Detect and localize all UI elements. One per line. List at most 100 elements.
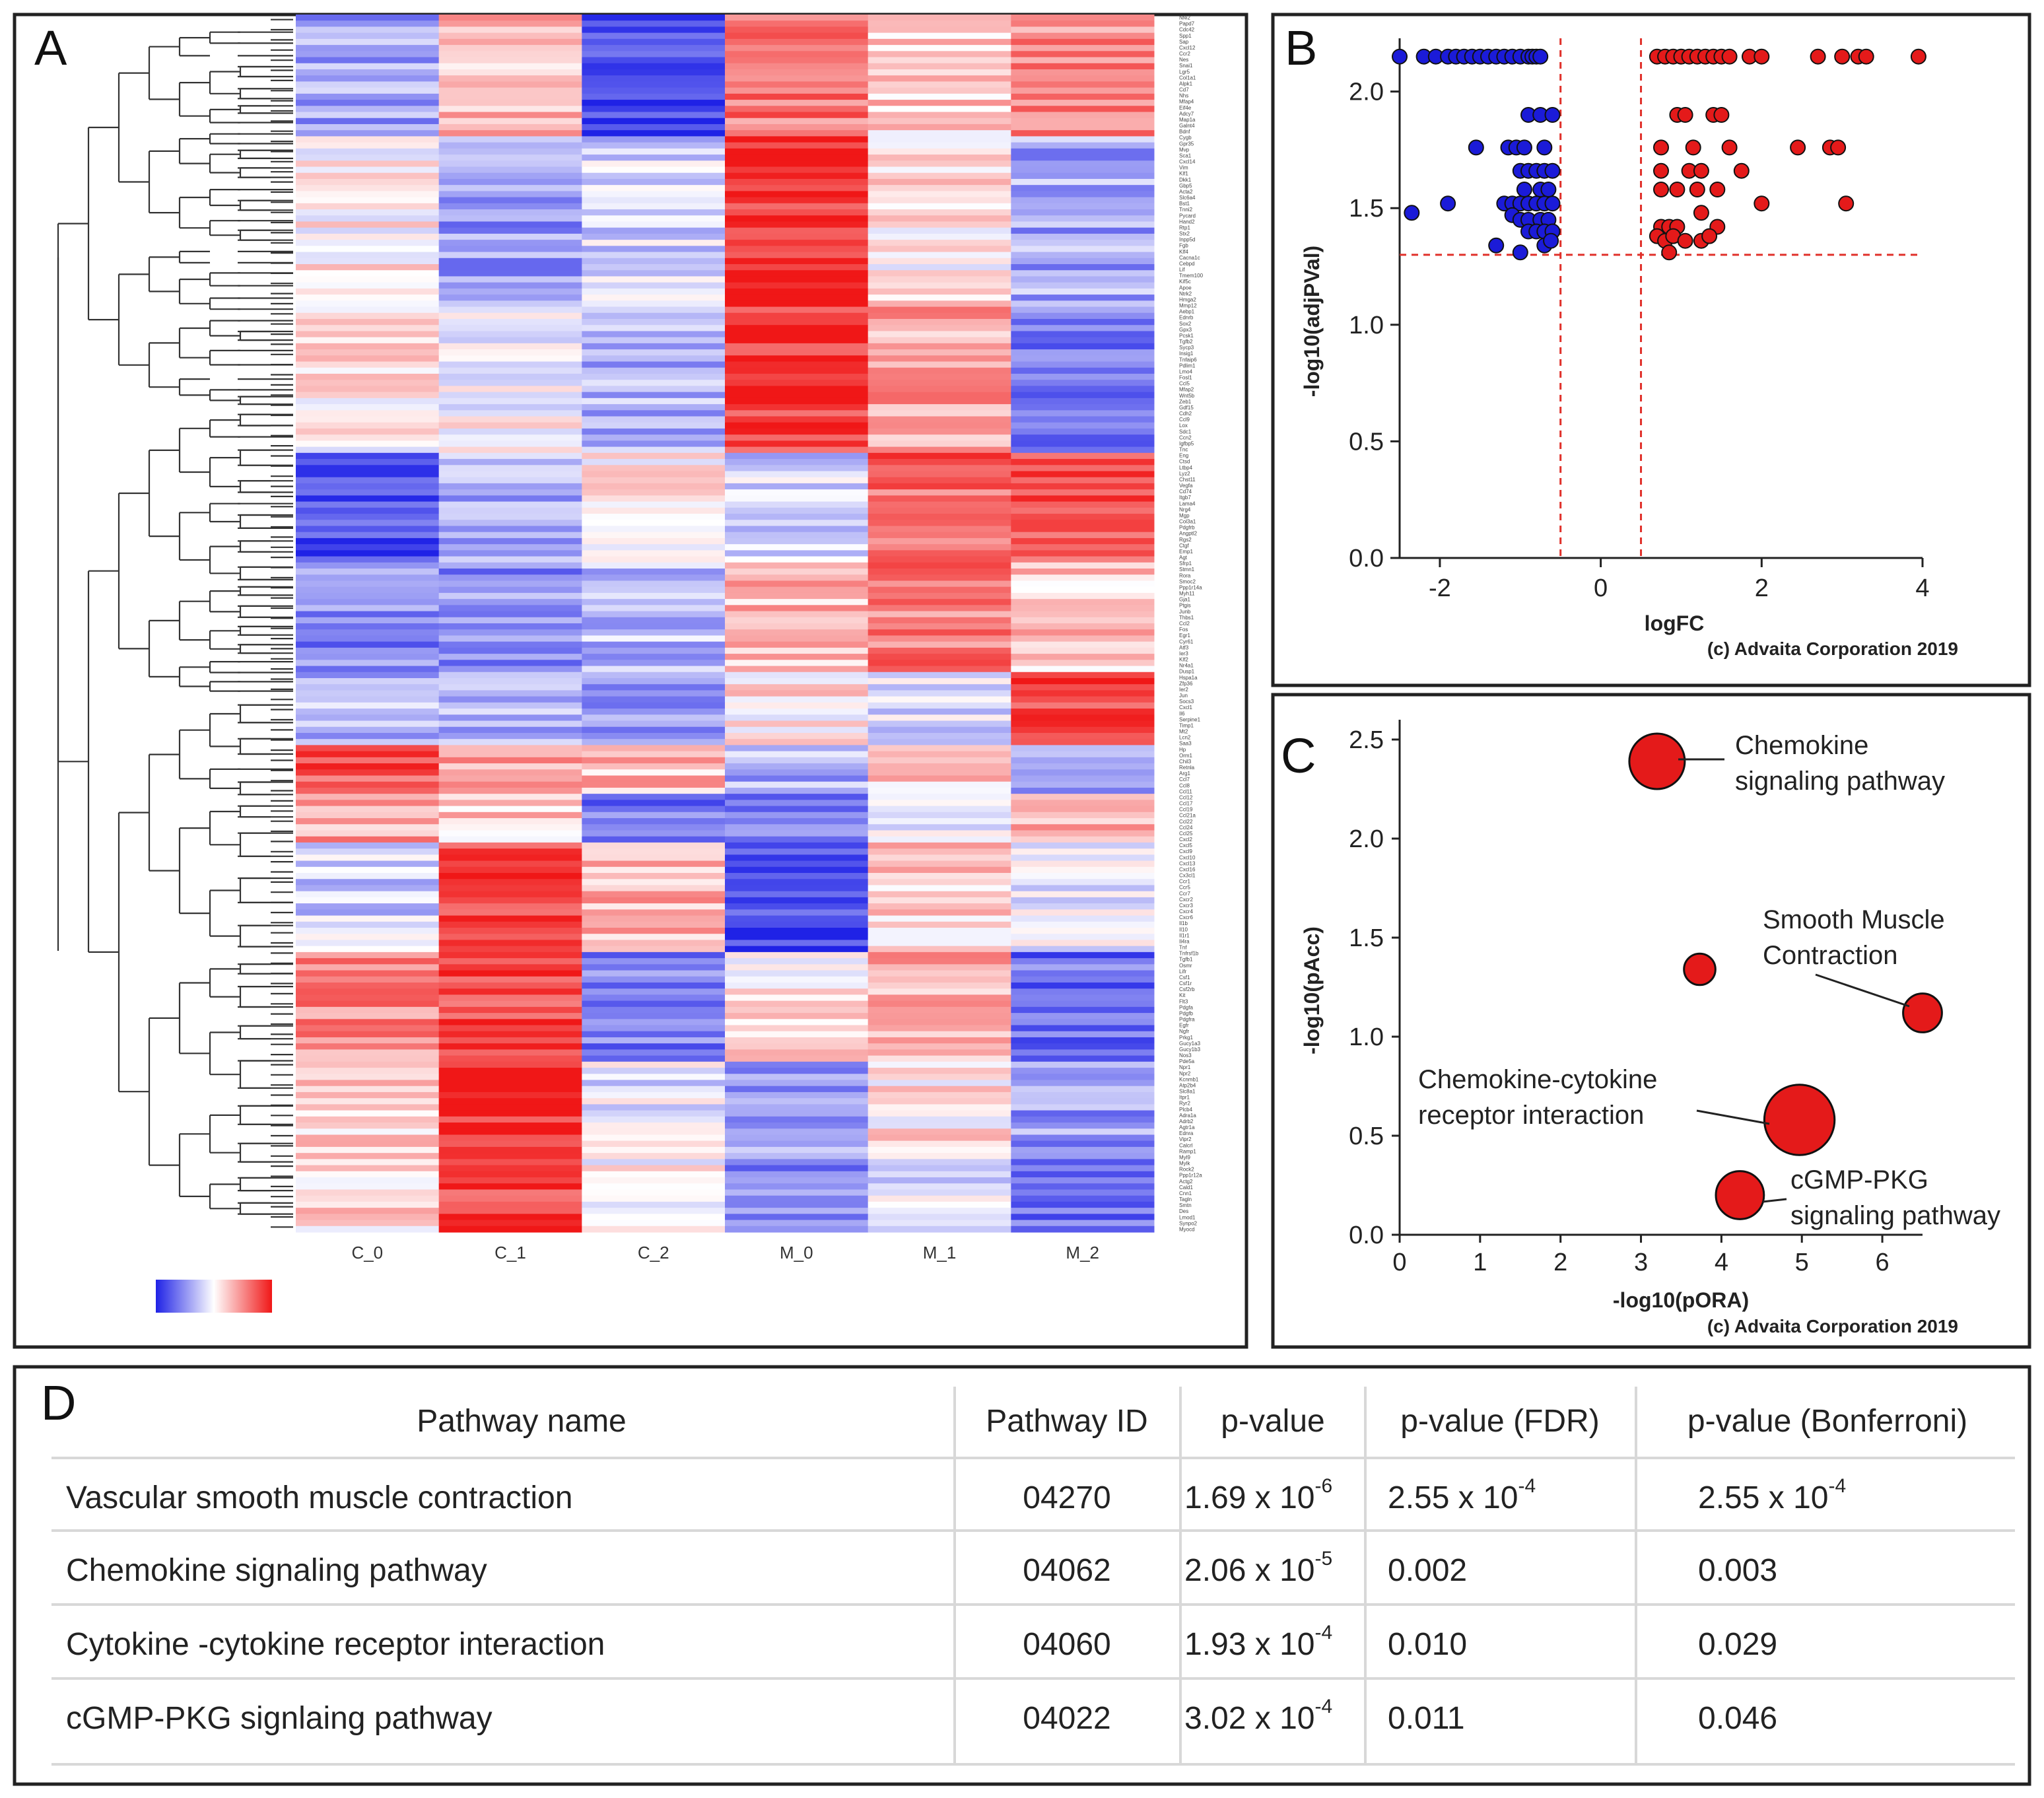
volcano-x-axis-label: logFC xyxy=(1645,611,1705,635)
heatmap-cell xyxy=(1011,641,1155,648)
gene-label: Bst1 xyxy=(1179,201,1190,207)
heatmap-cell xyxy=(582,1104,726,1111)
heatmap-cell xyxy=(725,879,869,886)
heatmap-cell xyxy=(582,32,726,40)
heatmap-cell xyxy=(725,915,869,922)
heatmap-cell xyxy=(296,1220,440,1227)
heatmap-cell xyxy=(1011,537,1155,545)
heatmap-cell xyxy=(1011,1123,1155,1129)
heatmap-cell xyxy=(725,136,869,143)
heatmap-cell xyxy=(296,745,440,752)
heatmap-cell xyxy=(582,75,726,83)
heatmap-cell xyxy=(725,1189,869,1196)
heatmap-cell xyxy=(438,830,582,837)
heatmap-cell xyxy=(296,1195,440,1202)
heatmap-cell xyxy=(296,1226,440,1233)
heatmap-cell xyxy=(296,288,440,295)
gene-label: Pdlim1 xyxy=(1179,363,1196,368)
gene-label: Ccr1 xyxy=(1179,879,1190,885)
gene-label: Timp1 xyxy=(1179,722,1194,728)
heatmap-cell xyxy=(296,386,440,393)
heatmap-cell xyxy=(725,367,869,374)
heatmap-cell xyxy=(582,562,726,569)
heatmap-cell xyxy=(1011,209,1155,216)
gene-label: Kcnmb1 xyxy=(1179,1076,1199,1082)
heatmap-cell xyxy=(582,1031,726,1038)
volcano-point-up xyxy=(1653,162,1669,179)
gene-label: Smoc2 xyxy=(1179,578,1196,584)
heatmap-cell xyxy=(296,142,440,149)
heatmap-cell xyxy=(296,81,440,88)
heatmap-cell xyxy=(725,1165,869,1172)
heatmap-cell xyxy=(296,757,440,764)
volcano-x-tick-label: 0 xyxy=(1594,574,1608,602)
heatmap-cell xyxy=(582,605,726,612)
heatmap-cell xyxy=(868,57,1011,64)
heatmap-cell xyxy=(868,1128,1011,1136)
heatmap-cell xyxy=(296,343,440,350)
heatmap-cell xyxy=(438,660,582,667)
heatmap-cell xyxy=(725,763,869,770)
gene-label: Il1b xyxy=(1179,920,1188,926)
volcano-point-up xyxy=(1661,244,1678,261)
heatmap-cell xyxy=(868,428,1011,435)
heatmap-cell xyxy=(725,775,869,782)
gene-label: Calcrl xyxy=(1179,1142,1193,1148)
heatmap-cell xyxy=(725,751,869,758)
gene-label: Sap xyxy=(1179,39,1189,45)
table-cell-pathway-name: Chemokine signaling pathway xyxy=(66,1553,487,1588)
heatmap-cell xyxy=(438,142,582,149)
heatmap-cell xyxy=(438,714,582,722)
heatmap-cell xyxy=(582,325,726,332)
heatmap-cell xyxy=(868,246,1011,253)
heatmap-cell xyxy=(725,836,869,843)
heatmap-cell xyxy=(1011,562,1155,569)
gene-label: Hand2 xyxy=(1179,219,1195,225)
heatmap-cell xyxy=(1011,836,1155,843)
heatmap-cell xyxy=(438,1153,582,1159)
heatmap-cell xyxy=(296,794,440,800)
heatmap-cell xyxy=(868,172,1011,180)
heatmap-cell xyxy=(1011,1189,1155,1196)
heatmap-cell xyxy=(725,1013,869,1020)
heatmap-cell xyxy=(725,1061,869,1068)
heatmap-cell xyxy=(582,569,726,575)
heatmap-cell xyxy=(296,836,440,843)
heatmap-cell xyxy=(868,87,1011,94)
heatmap-cell xyxy=(868,51,1011,58)
heatmap-cell xyxy=(1011,51,1155,58)
heatmap-cell xyxy=(868,1177,1011,1184)
heatmap-cell xyxy=(438,75,582,83)
heatmap-cell xyxy=(868,404,1011,411)
heatmap-cell xyxy=(438,946,582,953)
volcano-y-axis-label: -log10(adjPVal) xyxy=(1300,246,1324,397)
bubble-point xyxy=(1715,1170,1765,1220)
bubble-point-label: Smooth Muscle xyxy=(1763,905,1945,934)
bubble-point xyxy=(1683,952,1717,986)
heatmap-cell xyxy=(296,739,440,745)
heatmap-cell xyxy=(296,800,440,807)
heatmap-cell xyxy=(1011,178,1155,186)
table-cell-pathway-id: 04060 xyxy=(1023,1627,1110,1662)
heatmap-cell xyxy=(582,477,726,484)
heatmap-cell xyxy=(725,1110,869,1117)
heatmap-cell xyxy=(868,830,1011,837)
heatmap-cell xyxy=(582,751,726,758)
heatmap-cell xyxy=(438,1055,582,1062)
heatmap-cell xyxy=(1011,775,1155,782)
heatmap-cell xyxy=(725,386,869,393)
heatmap-cell xyxy=(582,136,726,143)
heatmap-cell xyxy=(868,258,1011,265)
heatmap-cell xyxy=(725,483,869,490)
heatmap-cell xyxy=(725,806,869,813)
heatmap-cell xyxy=(725,1031,869,1038)
heatmap-cell xyxy=(1011,172,1155,180)
gene-label: Ednra xyxy=(1179,1130,1194,1136)
heatmap-cell xyxy=(582,873,726,880)
heatmap-cell xyxy=(725,312,869,320)
heatmap-cell xyxy=(725,1214,869,1221)
gene-label: Ltbp4 xyxy=(1179,465,1193,471)
heatmap-cell xyxy=(296,1189,440,1196)
heatmap-cell xyxy=(296,830,440,837)
